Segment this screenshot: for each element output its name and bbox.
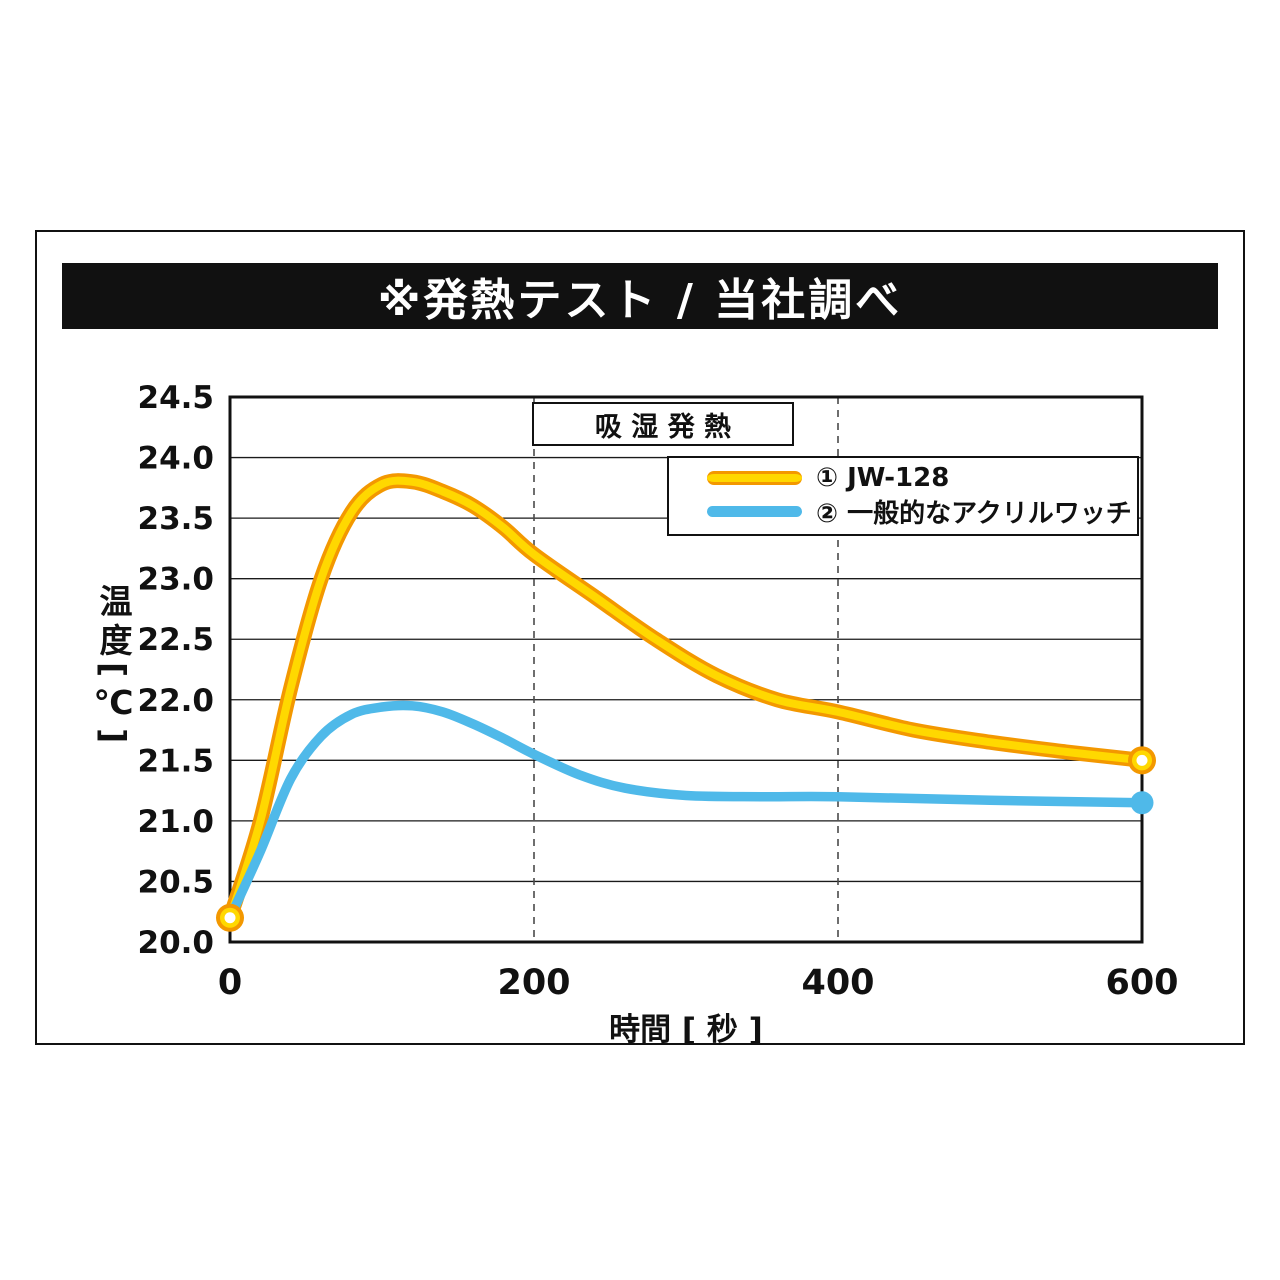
legend-item-jw128: ① JW-128 [669, 463, 1137, 493]
y-tick-label: 22.0 [138, 683, 215, 719]
legend-label-jw128: ① JW-128 [816, 463, 950, 493]
legend-label-acrylic: ② 一般的なアクリルワッチ [816, 499, 1132, 529]
plot-svg: 20.0 20.5 21.0 21.5 22.0 22.5 23.0 23.5 24.0 24.5… [138, 380, 1179, 1003]
y-tick-label: 23.0 [138, 562, 215, 598]
chart-title-bar: ※発熱テスト / 当社調べ [62, 263, 1218, 329]
y-tick-label: 24.5 [138, 380, 215, 416]
x-tick-label: 400 [801, 963, 874, 1003]
y-tick-label: 20.0 [138, 925, 215, 961]
legend: ① JW-128 ② 一般的なアクリルワッチ [667, 456, 1139, 536]
x-tick-label: 200 [497, 963, 570, 1003]
legend-line-sample-yellow [707, 471, 802, 485]
x-axis-title: 時間 [ 秒 ] [609, 1012, 763, 1048]
legend-line-sample-blue [707, 506, 802, 517]
y-tick-label: 23.5 [138, 501, 215, 537]
marker-ring-center [224, 912, 236, 924]
legend-item-acrylic: ② 一般的なアクリルワッチ [669, 493, 1137, 530]
series-line-acrylic [225, 700, 1147, 923]
series-line-jw128 [226, 476, 1146, 922]
y-tick-label: 20.5 [138, 864, 215, 900]
x-tick-label: 600 [1105, 963, 1178, 1003]
plot-inner-title-text: 吸 湿 発 熱 [594, 411, 732, 443]
chart-area: 20.0 20.5 21.0 21.5 22.0 22.5 23.0 23.5 24.0 24.5… [37, 232, 1243, 1048]
plot-border [228, 395, 1144, 944]
y-tick-label: 22.5 [138, 622, 215, 658]
x-tick-label: 0 [218, 963, 242, 1003]
figure-frame: ※発熱テスト / 当社調べ 20.0 20.5 21.0 21.5 22.0 22.5 23… [35, 230, 1245, 1048]
y-tick-label: 21.0 [138, 804, 215, 840]
marker-dot [1130, 791, 1154, 815]
y-tick-label: 24.0 [138, 441, 215, 477]
y-axis-title: 温度[℃] [94, 584, 133, 750]
plot-inner-title: 吸 湿 発 熱 [532, 402, 794, 446]
y-tick-label: 21.5 [138, 743, 215, 779]
marker-ring-center [1136, 754, 1148, 766]
chart-title: ※発熱テスト / 当社調べ [377, 275, 903, 326]
